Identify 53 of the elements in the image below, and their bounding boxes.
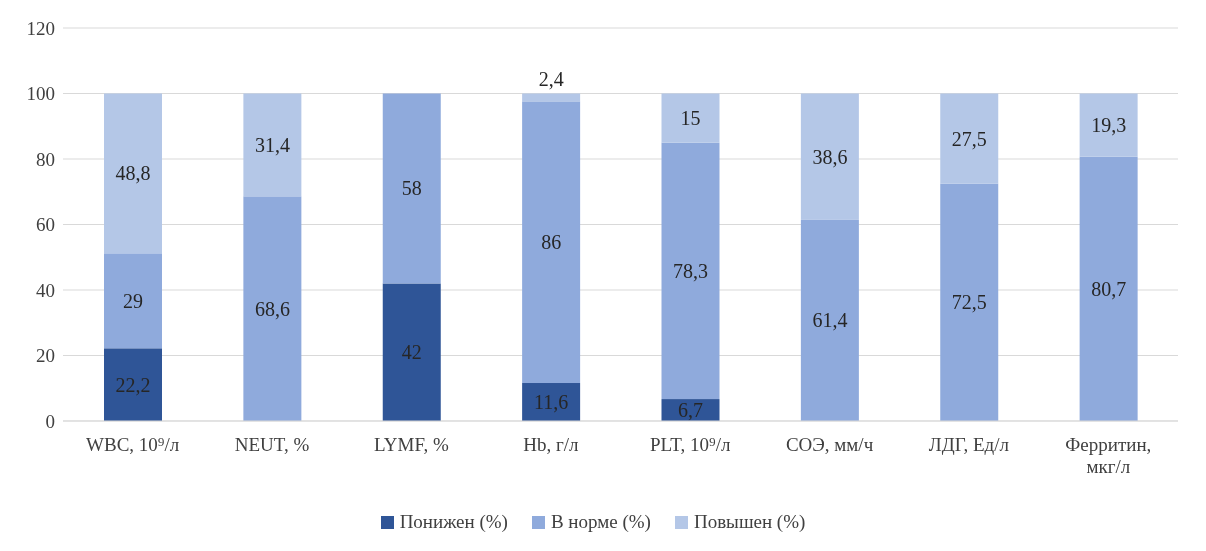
x-tick-label: ЛДГ, Ед/л xyxy=(928,434,1010,455)
y-tick-label: 100 xyxy=(26,83,55,105)
bar xyxy=(243,93,302,197)
data-label: 6,7 xyxy=(678,399,703,422)
bar xyxy=(1079,93,1138,157)
bar xyxy=(243,196,302,421)
bar xyxy=(800,219,859,421)
bar xyxy=(661,142,720,400)
x-tick-label: NEUT, % xyxy=(234,434,310,455)
x-tick-label: Hb, г/л xyxy=(523,434,579,455)
data-label: 80,7 xyxy=(1091,277,1127,300)
x-tick-label: СОЭ, мм/ч xyxy=(785,434,874,455)
y-tick-label: 80 xyxy=(36,148,55,170)
data-label: 86 xyxy=(541,231,562,254)
bar xyxy=(800,93,859,220)
data-label: 78,3 xyxy=(673,259,708,282)
x-tick-label: Ферритин, мкг/л xyxy=(1065,434,1152,477)
bar xyxy=(382,283,441,421)
data-label: 38,6 xyxy=(812,145,848,168)
bar xyxy=(661,93,720,143)
data-label: 22,2 xyxy=(115,373,151,396)
bar xyxy=(940,183,999,421)
bar xyxy=(1079,156,1138,421)
x-tick-label: LYMF, % xyxy=(374,434,449,455)
data-label: 42 xyxy=(401,341,422,364)
legend-label: Понижен (%) xyxy=(398,511,508,533)
data-label: 11,6 xyxy=(533,391,569,414)
data-label: 15 xyxy=(680,107,701,130)
data-label: 31,4 xyxy=(254,133,290,156)
bar xyxy=(940,93,999,184)
legend-label: В норме (%) xyxy=(549,511,651,533)
y-tick-label: 0 xyxy=(45,410,55,432)
data-label: 2,4 xyxy=(538,67,564,90)
data-label: 19,3 xyxy=(1091,114,1127,137)
y-tick-label: 20 xyxy=(36,345,55,367)
y-tick-label: 40 xyxy=(36,279,55,301)
y-tick-label: 120 xyxy=(26,17,55,39)
legend-label: Повышен (%) xyxy=(692,511,806,533)
data-label: 68,6 xyxy=(254,297,290,320)
data-label: 48,8 xyxy=(115,162,151,185)
data-label: 58 xyxy=(401,177,422,200)
bar xyxy=(522,101,581,384)
data-label: 61,4 xyxy=(812,309,848,332)
bar xyxy=(382,93,441,284)
data-label: 27,5 xyxy=(951,127,987,150)
bar xyxy=(104,93,162,254)
bar xyxy=(104,253,162,349)
x-tick-label: PLT, 10⁹/л xyxy=(649,434,731,455)
y-tick-label: 60 xyxy=(36,214,55,236)
bar xyxy=(104,348,162,421)
x-tick-label: WBC, 10⁹/л xyxy=(86,434,180,455)
data-label: 72,5 xyxy=(951,291,987,314)
data-label: 29 xyxy=(123,289,143,312)
